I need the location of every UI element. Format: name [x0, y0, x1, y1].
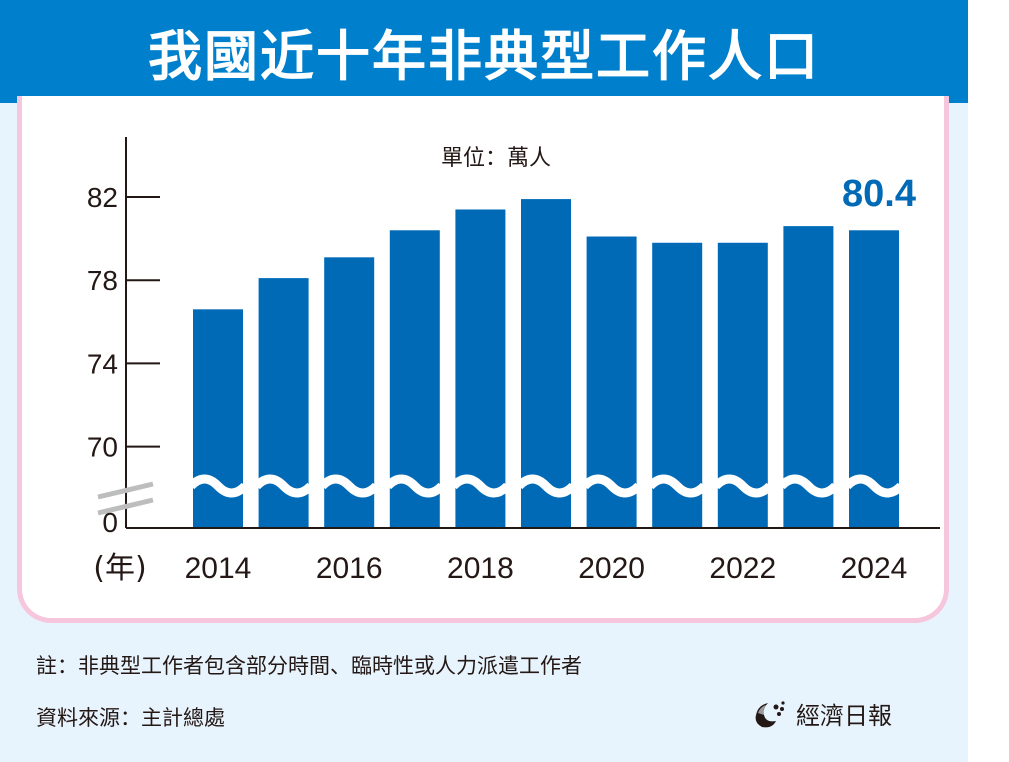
bar-break-wave [318, 474, 380, 498]
bar-break-wave [450, 474, 511, 498]
bar-break-wave [778, 474, 839, 498]
x-tick-label: 2024 [841, 552, 908, 585]
bar-break-wave [712, 474, 774, 498]
axis-break-mark [97, 497, 154, 516]
y-tick-label: 0 [102, 507, 118, 538]
title-banner: 我國近十年非典型工作人口 [0, 0, 968, 103]
publisher-name: 經濟日報 [796, 702, 892, 730]
publisher-logo: 經濟日報 [752, 696, 892, 731]
y-tick-label: 74 [87, 348, 118, 379]
bar-break-wave [187, 474, 249, 498]
y-tick-label: 82 [87, 182, 118, 213]
y-tick-label: 70 [87, 432, 118, 463]
bar-break-wave [581, 474, 642, 498]
bar-chart: 82 78 74 70 0 (年) 2014 2016 2018 2020 2022 2024 單位：萬… [87, 137, 940, 586]
x-tick-label: 2022 [709, 552, 776, 585]
bar-break-wave [384, 474, 446, 498]
x-tick-label: 2020 [578, 552, 645, 585]
bar-break-wave [253, 474, 314, 498]
bar-2018 [455, 209, 506, 528]
x-tick-label: 2018 [447, 552, 514, 585]
unit-label: 單位：萬人 [441, 146, 551, 171]
x-tick-label: 2016 [316, 552, 383, 585]
footnote: 註：非典型工作者包含部分時間、臨時性或人力派遣工作者 [36, 654, 582, 678]
y-tick-label: 78 [87, 265, 118, 296]
bar-break-wave [843, 474, 905, 498]
x-tick-label: 2014 [185, 552, 252, 585]
bar-break-wave [646, 474, 708, 498]
chart-title: 我國近十年非典型工作人口 [148, 25, 820, 88]
source-note: 資料來源：主計總處 [36, 706, 225, 730]
value-annotation: 80.4 [842, 173, 916, 215]
udn-logo-icon [755, 700, 785, 727]
axis-break-mark [97, 481, 154, 500]
bar-2019 [521, 199, 571, 527]
bar-break-wave [515, 474, 577, 498]
x-axis-label: (年) [93, 551, 146, 586]
